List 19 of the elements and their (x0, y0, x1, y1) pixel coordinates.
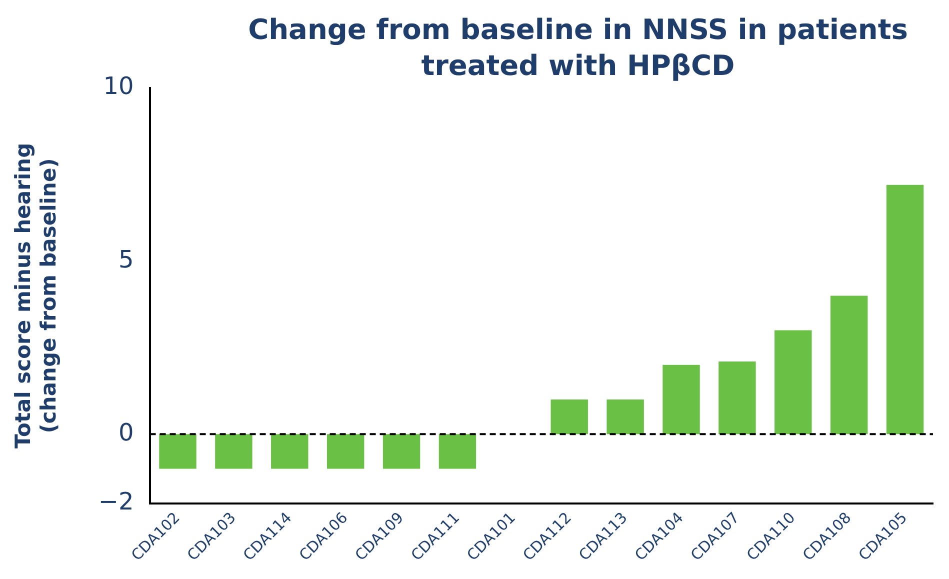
y-tick-label: 10 (103, 72, 134, 100)
bar (606, 400, 644, 434)
bar (215, 434, 252, 469)
bar (271, 434, 308, 469)
y-tick-label: 5 (118, 245, 134, 274)
bar (886, 184, 924, 434)
bar (662, 364, 700, 434)
bar (718, 361, 756, 434)
y-tick-label: 0 (118, 418, 134, 446)
bar (438, 434, 476, 469)
bar (326, 434, 364, 469)
y-axis-title: Total score minus hearing (change from baseline) (11, 142, 60, 449)
y-tick-label: −2 (98, 488, 134, 516)
bar (382, 434, 420, 469)
bar (830, 296, 868, 434)
bar (774, 330, 812, 434)
bar (159, 434, 196, 469)
chart-title: Change from baseline in NNSS in patients treated with HPβCD (247, 12, 909, 84)
bar (550, 400, 588, 434)
